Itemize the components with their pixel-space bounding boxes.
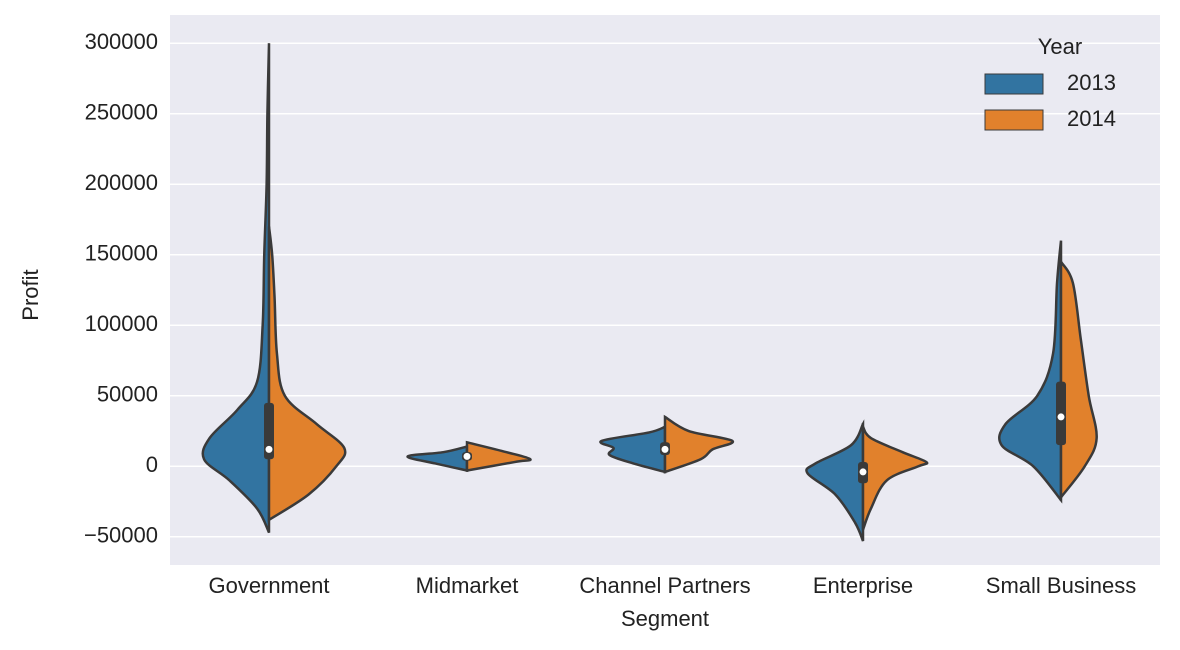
median	[859, 468, 867, 476]
violin-half	[599, 425, 667, 474]
y-tick-label: 0	[146, 452, 158, 477]
violin-half	[861, 422, 929, 531]
plot-area	[170, 15, 1160, 565]
legend-title: Year	[1038, 34, 1082, 59]
legend-swatch	[984, 73, 1044, 95]
y-tick-label: 50000	[97, 382, 158, 407]
x-tick-label: Channel Partners	[579, 573, 750, 598]
violin-half	[267, 226, 347, 523]
violin-half	[663, 414, 735, 474]
violin-half	[1059, 257, 1098, 501]
legend-swatch	[984, 109, 1044, 131]
x-tick-label: Midmarket	[416, 573, 519, 598]
x-axis-label: Segment	[621, 606, 709, 631]
median	[1057, 413, 1065, 421]
y-tick-label: −50000	[84, 523, 158, 548]
y-tick-label: 100000	[85, 311, 158, 336]
violin-half	[998, 240, 1063, 504]
median	[265, 445, 273, 453]
box	[264, 402, 274, 460]
violin-half	[465, 440, 532, 473]
legend-label: 2014	[1067, 106, 1116, 131]
y-tick-label: 150000	[85, 241, 158, 266]
x-tick-label: Enterprise	[813, 573, 913, 598]
legend-label: 2013	[1067, 70, 1116, 95]
y-tick-label: 250000	[85, 100, 158, 125]
y-axis-label: Profit	[18, 269, 43, 320]
x-tick-label: Government	[208, 573, 329, 598]
y-tick-label: 300000	[85, 29, 158, 54]
violin-half	[201, 43, 271, 534]
y-tick-label: 200000	[85, 170, 158, 195]
violin-half	[406, 444, 469, 473]
median	[661, 445, 669, 453]
violin-half	[805, 419, 865, 542]
median	[463, 452, 471, 460]
x-tick-label: Small Business	[986, 573, 1136, 598]
box	[1056, 381, 1066, 446]
